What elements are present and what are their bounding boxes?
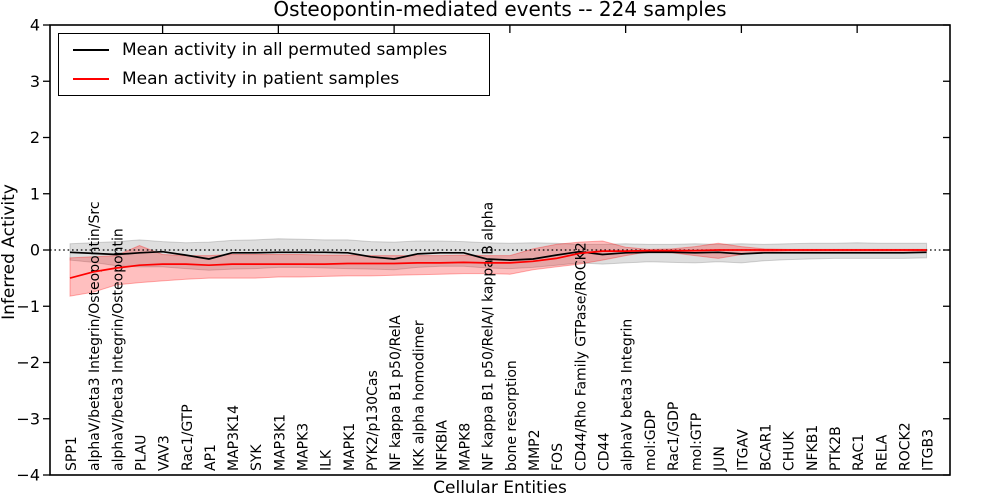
x-tick-label: NF kappa B1 p50/RelA bbox=[388, 315, 404, 471]
x-tick-label: NFKBIA bbox=[434, 420, 450, 471]
y-axis-label: Inferred Activity bbox=[0, 184, 19, 320]
x-tick-label: ROCK2 bbox=[897, 422, 913, 471]
x-tick-label: PYK2/p130Cas bbox=[365, 370, 381, 471]
legend: Mean activity in all permuted samples Me… bbox=[58, 33, 490, 96]
x-tick-label: AP1 bbox=[203, 444, 219, 471]
x-tick-label: IKK alpha homodimer bbox=[411, 320, 427, 471]
x-tick-label: MAPK1 bbox=[342, 423, 358, 471]
x-tick-label: PTK2B bbox=[828, 426, 844, 471]
y-tick-label: −3 bbox=[16, 409, 40, 428]
x-tick-label: RELA bbox=[874, 434, 890, 471]
legend-label-patient: Mean activity in patient samples bbox=[122, 69, 400, 89]
x-tick-label: SYK bbox=[249, 444, 265, 471]
permuted-mean-line bbox=[69, 250, 927, 261]
y-tick-label: −1 bbox=[16, 297, 40, 316]
x-tick-label: MAPK3 bbox=[296, 423, 312, 471]
x-tick-label: Rac1/GDP bbox=[666, 402, 682, 471]
x-tick-label: PLAU bbox=[133, 435, 149, 471]
x-tick-label: bone resorption bbox=[504, 360, 520, 471]
x-tick-label: CHUK bbox=[782, 430, 798, 471]
x-tick-label: MAPK8 bbox=[458, 423, 474, 471]
y-tick-label: −2 bbox=[16, 353, 40, 372]
x-tick-label: JUN bbox=[712, 446, 728, 472]
y-tick-label: −4 bbox=[16, 466, 40, 485]
chart-title: Osteopontin-mediated events -- 224 sampl… bbox=[273, 0, 727, 21]
x-tick-label: alphaV/beta3 Integrin/Osteopontin bbox=[110, 228, 126, 471]
x-tick-label: CD44 bbox=[596, 433, 612, 471]
x-tick-label: ITGB3 bbox=[921, 429, 937, 471]
permuted-line-sample-icon bbox=[73, 49, 109, 51]
y-tick-label: 0 bbox=[30, 241, 40, 260]
patient-mean-line bbox=[69, 249, 927, 279]
x-tick-label: MAP3K1 bbox=[272, 414, 288, 471]
x-tick-label: BCAR1 bbox=[759, 424, 775, 471]
y-tick-label: 4 bbox=[30, 16, 40, 35]
y-tick-label: 3 bbox=[30, 72, 40, 91]
permuted-band bbox=[69, 238, 928, 271]
x-tick-label: alphaV beta3 Integrin bbox=[620, 319, 636, 471]
x-tick-label: alphaV/beta3 Integrin/Osteopontin/Src bbox=[87, 201, 103, 471]
x-tick-label: SPP1 bbox=[64, 436, 80, 471]
x-tick-label: CD44/Rho Family GTPase/ROCK2 bbox=[573, 242, 589, 471]
legend-item-permuted: Mean activity in all permuted samples bbox=[59, 37, 489, 63]
y-tick-label: 2 bbox=[30, 128, 40, 147]
x-tick-label: mol:GTP bbox=[689, 413, 705, 471]
legend-label-permuted: Mean activity in all permuted samples bbox=[122, 40, 448, 60]
x-tick-label: ILK bbox=[319, 449, 335, 471]
x-tick-label: ITGAV bbox=[735, 429, 751, 471]
x-tick-label: NF kappa B1 p50/RelA/I kappa B alpha bbox=[481, 202, 497, 471]
x-tick-label: NFKB1 bbox=[805, 425, 821, 471]
x-tick-label: FOS bbox=[550, 443, 566, 471]
patient-line-sample-icon bbox=[73, 78, 109, 80]
x-tick-label: MMP2 bbox=[527, 429, 543, 471]
x-tick-label: MAP3K14 bbox=[226, 405, 242, 471]
legend-item-patient: Mean activity in patient samples bbox=[59, 66, 489, 92]
x-axis-label: Cellular Entities bbox=[433, 478, 567, 498]
y-tick-label: 1 bbox=[30, 184, 40, 203]
x-tick-label: RAC1 bbox=[851, 434, 867, 471]
x-tick-label: mol:GDP bbox=[643, 410, 659, 471]
x-tick-label: VAV3 bbox=[157, 435, 173, 471]
x-tick-label: Rac1/GTP bbox=[180, 404, 196, 471]
